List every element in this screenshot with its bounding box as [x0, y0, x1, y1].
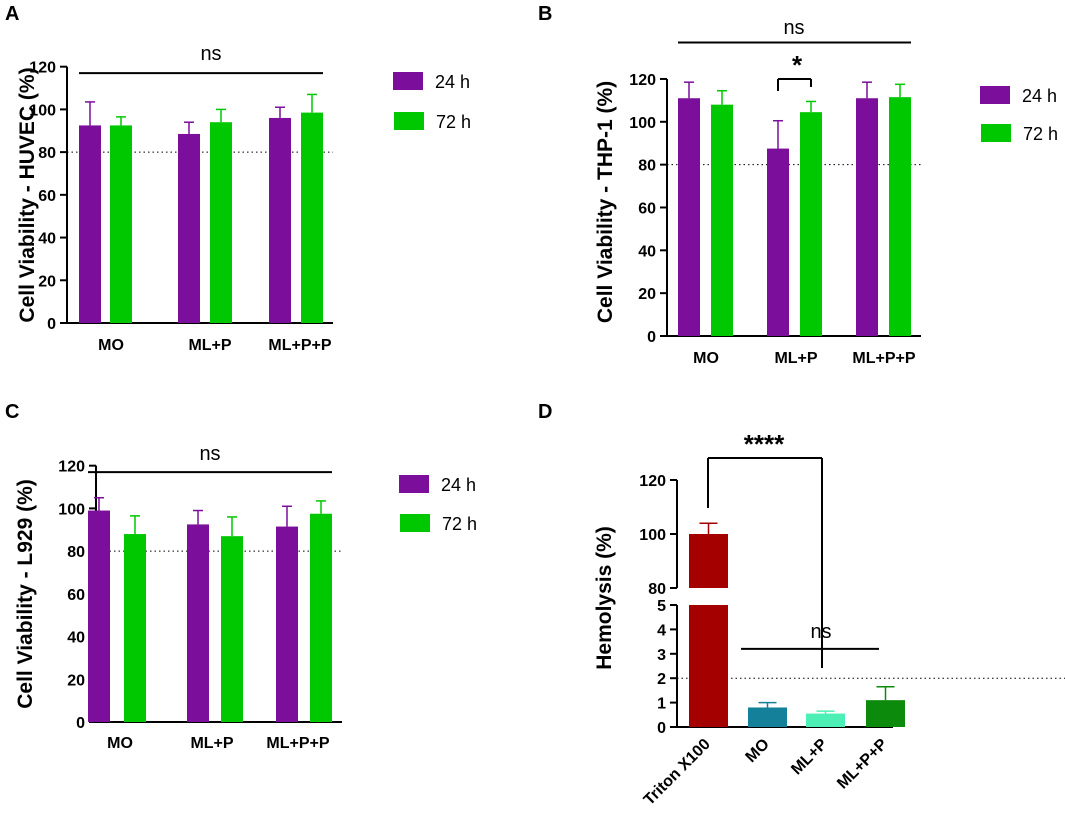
- category-label: MO: [107, 735, 133, 752]
- bar: [806, 713, 845, 727]
- bar: [856, 98, 878, 336]
- panel-d: D 0 1 2 3 4 580 100 120 Triton X100 MO ML+P ML+P+P He…: [538, 401, 1065, 809]
- significance-label: ns: [810, 621, 831, 643]
- category-label: MO: [98, 337, 124, 354]
- bar: [678, 98, 700, 336]
- category-label: ML+P: [188, 337, 231, 354]
- significance-label: ns: [199, 443, 220, 465]
- panel-letter: C: [5, 401, 19, 423]
- y-tick-label: 80: [648, 581, 666, 598]
- category-label: Triton X100: [641, 736, 714, 809]
- legend-swatch-24h: [393, 72, 423, 90]
- bar: [210, 122, 232, 323]
- y-tick-label: 120: [29, 60, 56, 77]
- panel-a: A 0 20 40 60 80 100 120 MO ML+P ML+P+P Cell Viabili…: [5, 3, 471, 354]
- y-tick-label: 0: [76, 715, 85, 732]
- y-tick-label: 2: [657, 671, 666, 688]
- y-tick-label: 120: [639, 473, 666, 490]
- bar: [800, 112, 822, 336]
- y-tick-label: 120: [58, 459, 85, 476]
- y-axis-label: Cell Viability - L929 (%): [14, 479, 37, 709]
- legend-label-24h: 24 h: [441, 475, 476, 495]
- category-label: MO: [693, 350, 719, 367]
- significance-label: ns: [200, 43, 221, 65]
- y-tick-label: 40: [67, 630, 85, 647]
- legend-label-72h: 72 h: [442, 514, 477, 534]
- y-tick-label: 60: [67, 587, 85, 604]
- y-axis-label: Cell Viability - THP-1 (%): [594, 81, 617, 323]
- panel-b: B 0 20 40 60 80 100 120 MO ML+P ML+P+P Cell Viabili…: [538, 3, 1058, 367]
- bar: [276, 526, 298, 722]
- legend-swatch-72h: [400, 514, 430, 532]
- y-tick-label: 80: [638, 158, 656, 175]
- significance-label: ns: [783, 17, 804, 39]
- significance-label: *: [792, 50, 803, 80]
- legend-swatch-72h: [394, 112, 424, 130]
- legend-swatch-24h: [980, 86, 1010, 104]
- y-tick-label: 1: [657, 696, 666, 713]
- y-axis-label: Hemolysis (%): [593, 526, 616, 670]
- panel-letter: B: [538, 3, 552, 25]
- y-tick-label: 20: [67, 672, 85, 689]
- bar: [88, 510, 110, 722]
- bar: [711, 104, 733, 336]
- y-tick-label: 40: [638, 243, 656, 260]
- category-label: ML+P: [774, 350, 817, 367]
- bar: [866, 700, 905, 727]
- y-axis-label: Cell Viability - HUVEC (%): [16, 67, 39, 322]
- bar: [748, 707, 787, 727]
- y-tick-label: 100: [29, 102, 56, 119]
- bar: [889, 97, 911, 337]
- bar: [110, 125, 132, 323]
- category-label: ML+P+P: [266, 735, 329, 752]
- y-tick-label: 0: [647, 329, 656, 346]
- y-tick-label: 3: [657, 647, 666, 664]
- y-tick-label: 0: [47, 316, 56, 333]
- category-label: ML+P+P: [268, 337, 331, 354]
- bar: [301, 112, 323, 323]
- legend-swatch-24h: [399, 475, 429, 493]
- category-label: MO: [743, 736, 773, 766]
- bar: [178, 133, 200, 323]
- bar: [689, 605, 728, 727]
- legend-label-24h: 24 h: [1022, 86, 1057, 106]
- bar: [187, 524, 209, 722]
- panel-letter: D: [538, 401, 552, 423]
- y-tick-label: 60: [38, 188, 56, 205]
- y-tick-label: 20: [38, 273, 56, 290]
- y-tick-label: 40: [38, 231, 56, 248]
- panel-letter: A: [5, 3, 19, 25]
- y-tick-label: 60: [638, 200, 656, 217]
- y-tick-label: 20: [638, 286, 656, 303]
- category-label: ML+P+P: [852, 350, 915, 367]
- y-tick-label: 100: [58, 501, 85, 518]
- y-tick-label: 100: [639, 527, 666, 544]
- bar: [767, 148, 789, 336]
- legend-swatch-72h: [981, 124, 1011, 142]
- bar: [79, 125, 101, 323]
- bar: [310, 513, 332, 722]
- bar: [221, 536, 243, 722]
- panel-c: C 0 20 40 60 80 100 120 MO ML+P ML+P+P Cell Viabili…: [5, 401, 477, 752]
- y-tick-label: 80: [67, 544, 85, 561]
- bar: [124, 534, 146, 722]
- bar: [689, 534, 728, 588]
- legend-label-72h: 72 h: [1023, 124, 1058, 144]
- y-tick-label: 80: [38, 145, 56, 162]
- y-tick-label: 0: [657, 720, 666, 737]
- category-label: ML+P: [190, 735, 233, 752]
- legend-label-72h: 72 h: [436, 112, 471, 132]
- legend-label-24h: 24 h: [435, 72, 470, 92]
- bar: [269, 117, 291, 323]
- y-tick-label: 5: [657, 598, 666, 615]
- y-tick-label: 4: [657, 622, 666, 639]
- y-tick-label: 100: [629, 115, 656, 132]
- category-label: ML+P+P: [834, 736, 891, 793]
- category-label: ML+P: [788, 736, 831, 779]
- y-tick-label: 120: [629, 72, 656, 89]
- significance-label: ****: [744, 429, 785, 459]
